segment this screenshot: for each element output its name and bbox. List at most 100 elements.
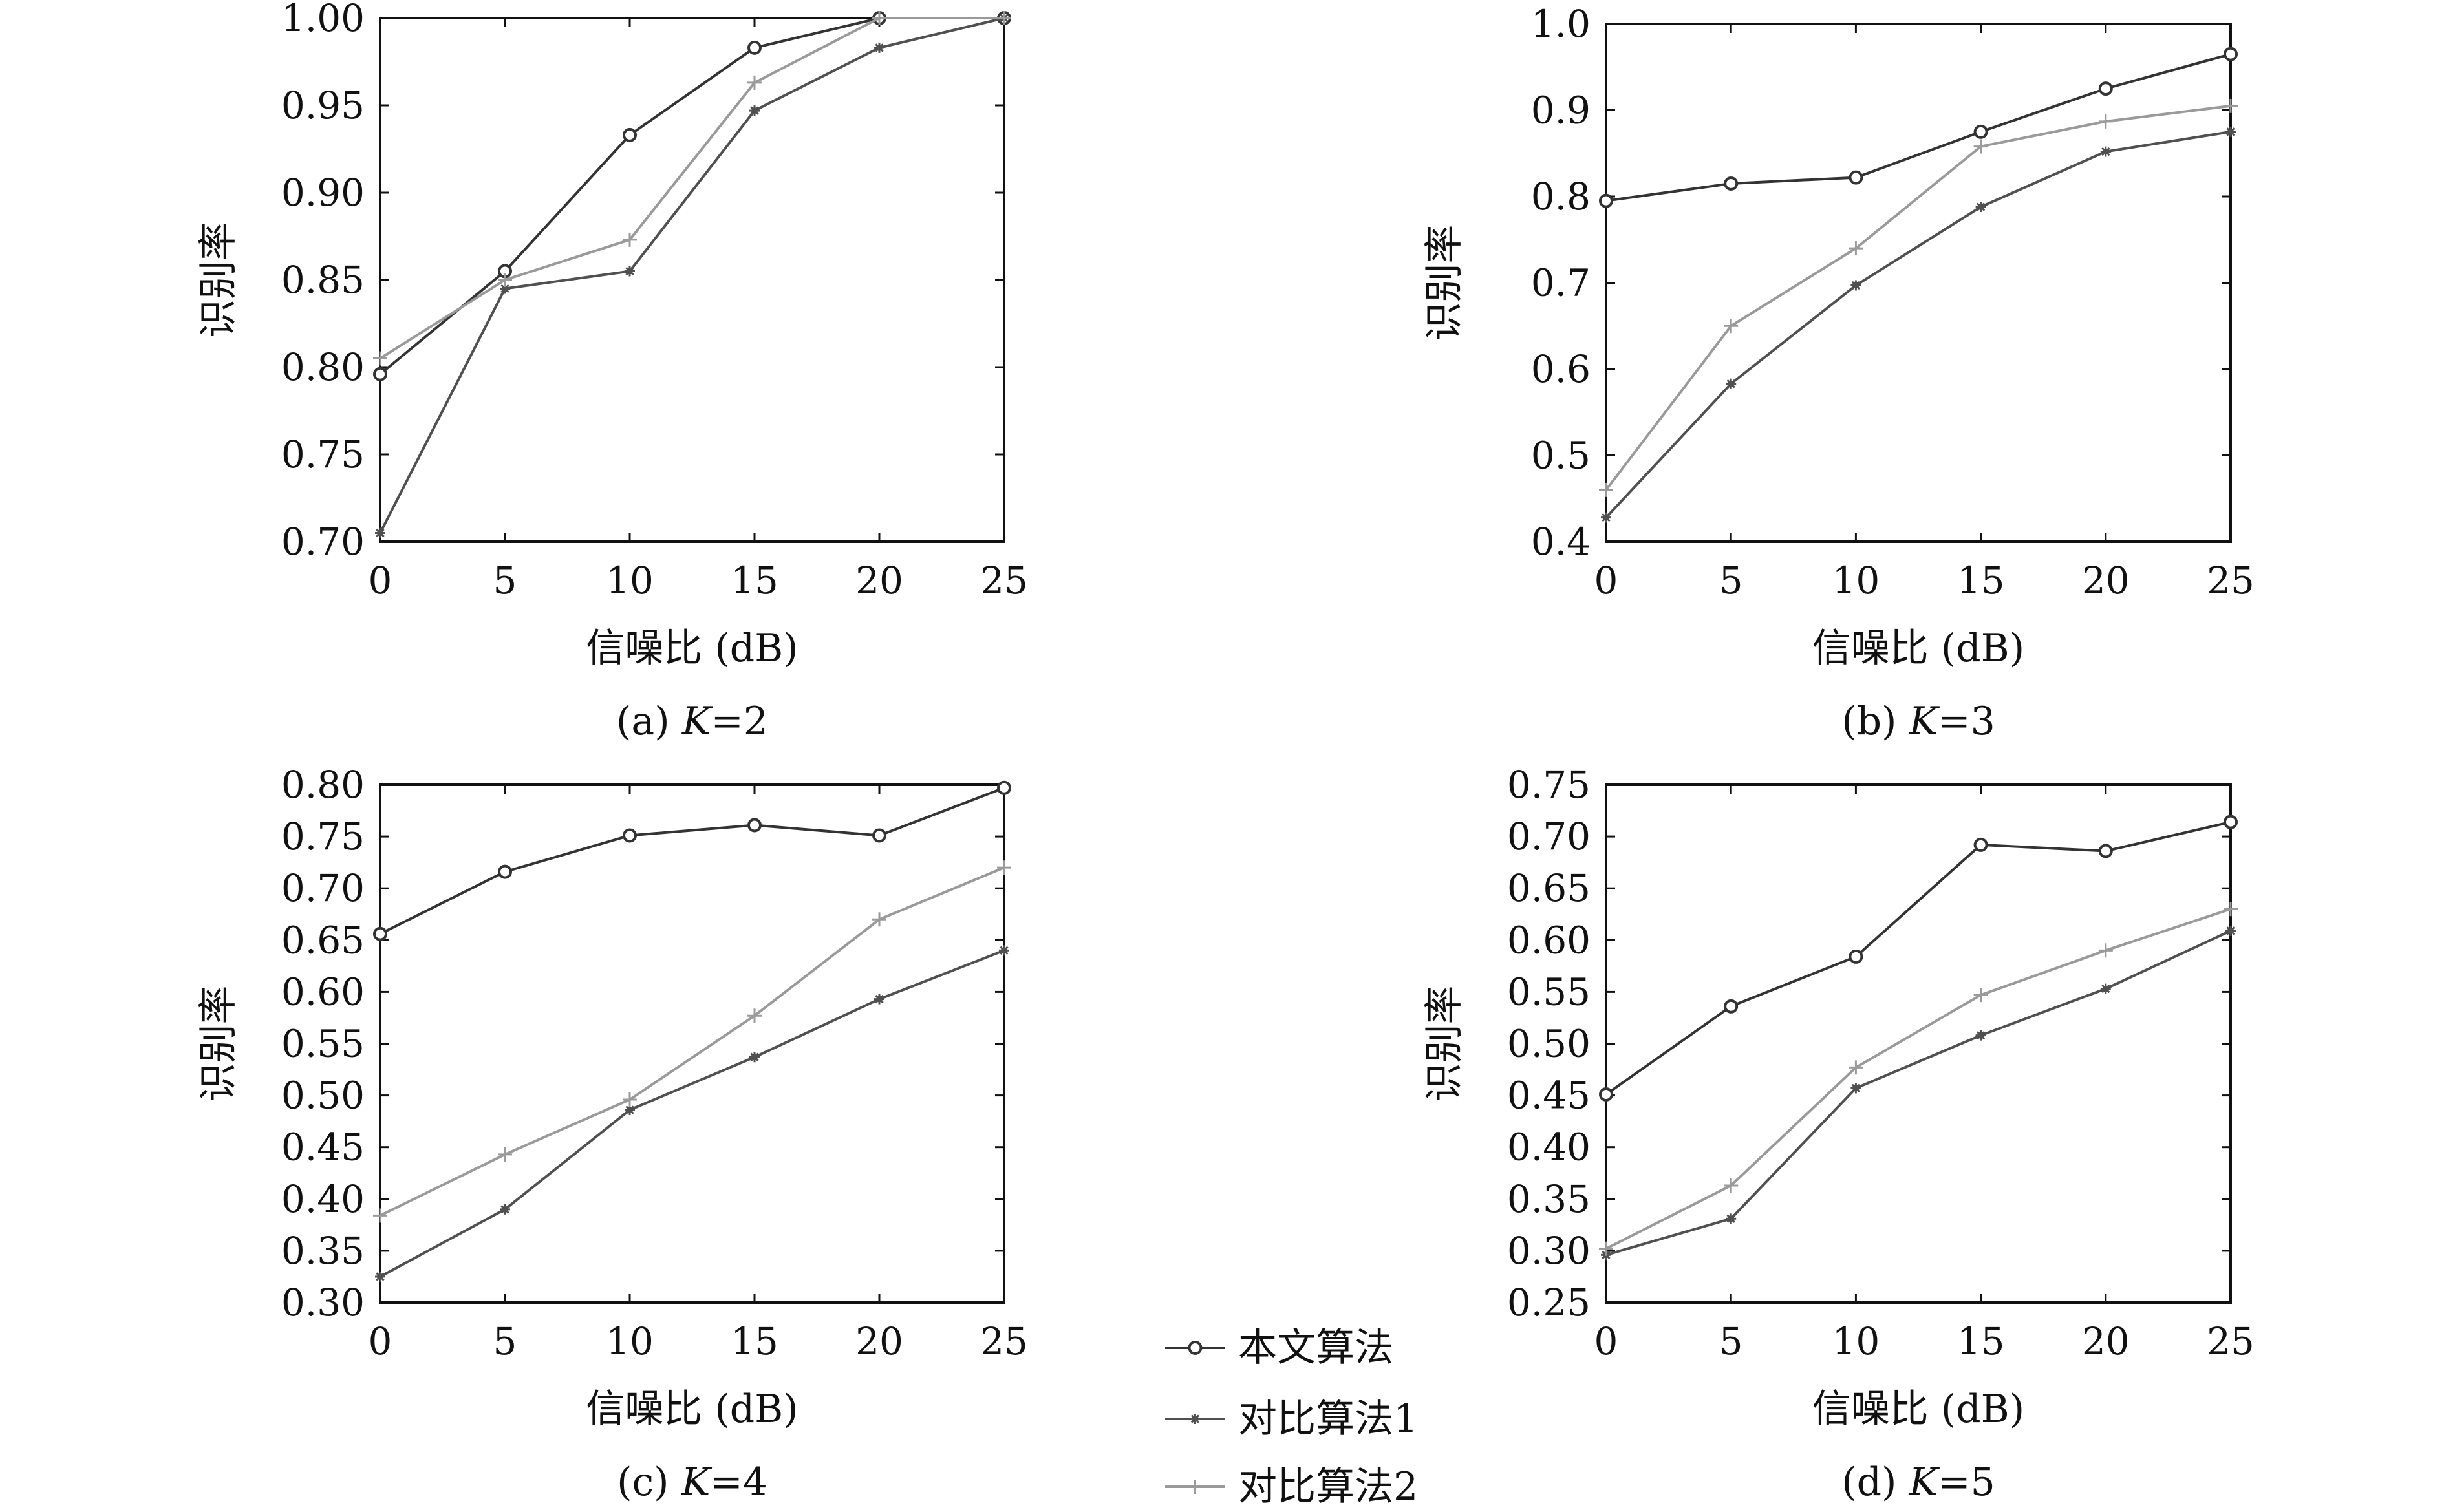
y-tick-label: 0.50 [281, 1074, 365, 1118]
caption-suffix: =2 [711, 699, 768, 744]
data-point [2098, 844, 2113, 858]
data-point [1973, 988, 1988, 1003]
data-point [1599, 1087, 1613, 1102]
data-point [623, 1092, 637, 1107]
caption-prefix: (a) [616, 699, 682, 744]
data-point [1724, 319, 1739, 334]
series-line [1605, 930, 2231, 1257]
data-point [500, 1204, 510, 1215]
data-point [997, 860, 1011, 875]
x-tick-label: 0 [1594, 1319, 1618, 1363]
y-tick-label: 0.85 [281, 258, 365, 302]
y-tick-label: 0.30 [1507, 1229, 1591, 1273]
data-point [874, 42, 884, 53]
data-point [373, 926, 387, 941]
data-point [749, 1052, 760, 1063]
legend: 本文算法 对比算法1 对比算法2 [1165, 1325, 1418, 1509]
y-tick-label: 0.5 [1531, 434, 1591, 478]
x-ticks: 0 5 10 15 20 25 [1594, 24, 2255, 602]
y-tick-label: 0.8 [1531, 175, 1591, 218]
y-axis-label: 识别率 [1422, 225, 1467, 341]
series-compare-1 [375, 945, 1009, 1282]
panel-a: 0.700.750.800.850.900.951.00 0 5 10 15 20 25 … [196, 0, 1028, 744]
series-line [380, 786, 1005, 935]
y-ticks: 0.25 0.30 0.35 0.40 0.45 0.50 0.55 0.60 0.65 0.70… [1507, 763, 2231, 1325]
data-point [749, 105, 760, 116]
caption-k: K [681, 1460, 713, 1505]
y-tick-label: 1.0 [1531, 2, 1591, 46]
x-tick-label: 10 [1832, 1319, 1880, 1363]
caption-prefix: (d) [1841, 1460, 1909, 1505]
y-tick-label: 0.90 [281, 171, 365, 215]
x-tick-label: 25 [2207, 559, 2255, 602]
data-point [1724, 1178, 1739, 1193]
legend-entry-compare-2: 对比算法2 [1165, 1464, 1418, 1509]
y-tick-label: 0.80 [281, 345, 365, 389]
x-tick-label: 0 [369, 559, 392, 602]
series-line [380, 949, 1005, 1278]
series-ours [373, 11, 1011, 381]
data-point [373, 367, 387, 381]
caption-k: K [1909, 699, 1940, 744]
caption-prefix: (c) [617, 1460, 681, 1505]
data-point [2100, 146, 2111, 157]
data-point [2224, 815, 2238, 829]
panel-b: 0.4 0.5 0.6 0.7 0.8 0.9 1.0 0 5 10 15 20 25 识别率 信噪比… [1422, 2, 2255, 744]
data-point [1849, 1060, 1863, 1075]
y-tick-label: 0.55 [281, 1022, 365, 1066]
data-point [1601, 512, 1611, 523]
x-tick-label: 0 [369, 1319, 392, 1363]
data-point [874, 994, 884, 1005]
y-tick-label: 0.9 [1531, 89, 1591, 133]
series-line [1605, 130, 2231, 518]
data-point [625, 266, 635, 277]
plot-frame [1605, 23, 2232, 543]
data-point [1849, 170, 1863, 185]
y-tick-label: 0.4 [1531, 520, 1591, 564]
series-compare-2 [1599, 902, 2238, 1256]
y-axis-label: 识别率 [196, 986, 241, 1102]
panel-caption: (b) K=3 [1841, 699, 1995, 744]
data-point [623, 232, 637, 247]
x-tick-label: 0 [1594, 559, 1618, 602]
data-point [2224, 98, 2238, 113]
x-ticks: 0 5 10 15 20 25 [369, 785, 1028, 1363]
x-axis-label: 信噪比 (dB) [1812, 1387, 2024, 1432]
x-tick-label: 10 [606, 559, 654, 602]
y-tick-label: 1.00 [281, 0, 365, 40]
data-point [1188, 1480, 1203, 1494]
legend-label: 对比算法1 [1238, 1396, 1418, 1442]
series-line [379, 17, 1005, 534]
data-point [1726, 378, 1737, 389]
data-point [1188, 1341, 1203, 1355]
panel-caption: (d) K=5 [1841, 1460, 1995, 1505]
data-point [498, 1147, 512, 1162]
data-point [999, 945, 1009, 956]
data-point [2225, 126, 2236, 137]
data-point [2098, 114, 2113, 129]
caption-k: K [681, 699, 713, 744]
x-tick-label: 20 [855, 559, 903, 602]
data-point [1973, 124, 1988, 139]
data-point [1850, 280, 1861, 291]
data-point [2098, 81, 2113, 96]
y-tick-label: 0.40 [1507, 1125, 1591, 1169]
caption-suffix: =5 [1938, 1460, 1995, 1505]
plot-frame [1605, 783, 2232, 1304]
series-ours [1599, 815, 2238, 1102]
series-compare-1 [1601, 126, 2236, 523]
data-point [1726, 1213, 1737, 1224]
data-point [373, 1208, 387, 1223]
x-tick-label: 20 [2082, 1319, 2130, 1363]
data-point [1973, 837, 1988, 852]
y-tick-label: 0.7 [1531, 261, 1591, 305]
data-point [1973, 139, 1988, 154]
x-ticks: 0 5 10 15 20 25 [369, 18, 1028, 602]
data-point [498, 864, 512, 879]
x-axis-label: 信噪比 (dB) [1812, 626, 2024, 671]
data-point [1975, 1030, 1986, 1041]
y-ticks: 0.30 0.35 0.40 0.45 0.50 0.55 0.60 0.65 0.70 0.75… [281, 763, 1004, 1325]
data-point [623, 127, 637, 142]
legend-entry-ours: 本文算法 [1165, 1325, 1393, 1370]
